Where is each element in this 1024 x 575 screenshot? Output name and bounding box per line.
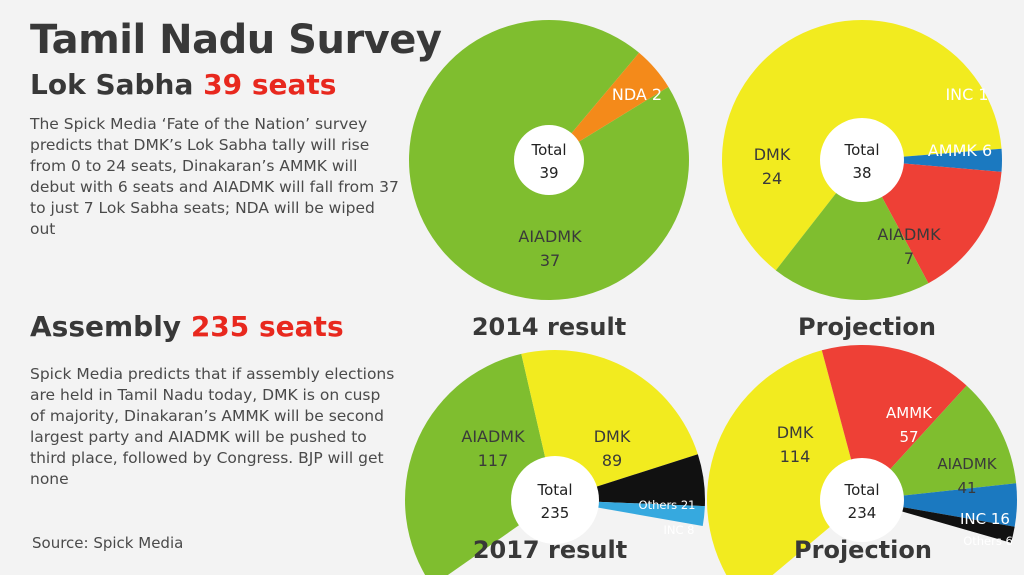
slice-inc (862, 483, 1018, 527)
slice-label: DMK (594, 427, 631, 446)
slice-value: 57 (899, 428, 918, 446)
chart-1: Total 39 AIADMK 37 NDA 2 2014 result (408, 19, 689, 341)
slice-aiadmk (862, 385, 1017, 500)
slice-value: 89 (602, 451, 622, 470)
lok-sabha-description: The Spick Media ‘Fate of the Nation’ sur… (30, 115, 399, 238)
slice-label: NDA 2 (612, 85, 662, 104)
slice-label: AIADMK (518, 227, 582, 246)
total-label: Total (843, 141, 879, 159)
slice-value: 114 (780, 447, 811, 466)
page-title: Tamil Nadu Survey (30, 17, 442, 63)
slice-label: AIADMK (937, 455, 997, 473)
lok-sabha-seats: 39 seats (203, 68, 337, 101)
chart-title: 2014 result (472, 313, 626, 341)
total-label: Total (536, 481, 572, 499)
source-note: Source: Spick Media (32, 534, 184, 552)
chart-title: Projection (798, 313, 936, 341)
slice-label: DMK (754, 145, 791, 164)
slice-label: AIADMK (877, 225, 941, 244)
chart-4: Total 234 DMK 114 AMMK 57 AIADMK 41 INC 16 Others… (707, 345, 1018, 575)
total-value: 234 (848, 504, 877, 522)
slice-value: 41 (957, 479, 976, 497)
slice-label: AIADMK (461, 427, 525, 446)
chart-2: Total 38 DMK 24 INC 1 AMMK 6 AIADMK 7 Projection (721, 19, 1002, 341)
slice-label: INC 8 (664, 523, 695, 537)
assembly-seats: 235 seats (190, 310, 344, 343)
total-value: 38 (852, 164, 871, 182)
donut-hole (514, 125, 584, 195)
chart-3: Total 235 AIADMK 117 DMK 89 Others 21 INC 8 2017… (405, 349, 705, 575)
slice-value: 24 (762, 169, 782, 188)
slice-label: INC 1 (945, 85, 988, 104)
lok-sabha-heading: Lok Sabha 39 seats (30, 68, 410, 102)
donut-hole (820, 458, 904, 542)
donut-hole (511, 456, 599, 544)
total-value: 235 (541, 504, 570, 522)
slice-value: 37 (540, 251, 560, 270)
slice-aiadmk (775, 160, 929, 301)
text-panel: Tamil Nadu Survey Lok Sabha 39 seats The… (30, 17, 442, 552)
slice-ammk (862, 160, 1002, 284)
slice-dmk (707, 350, 862, 575)
slice-value: 7 (904, 249, 914, 268)
slice-nda (549, 52, 669, 161)
assembly-heading: Assembly 235 seats (30, 310, 344, 344)
donut-hole (820, 118, 904, 202)
slice-label: Others 21 (639, 498, 696, 512)
chart-title: 2017 result (473, 536, 627, 564)
total-label: Total (843, 481, 879, 499)
slice-label: DMK (777, 423, 814, 442)
slice-label: AMMK (886, 404, 933, 422)
slice-value: 117 (478, 451, 509, 470)
lok-sabha-label: Lok Sabha (30, 68, 194, 101)
assembly-description: Spick Media predicts that if assembly el… (30, 365, 395, 488)
total-label: Total (530, 141, 566, 159)
slice-inc (862, 148, 1002, 172)
total-value: 39 (539, 164, 558, 182)
slice-label: Others 6 (963, 534, 1013, 548)
assembly-label: Assembly (30, 310, 182, 343)
slice-label: AMMK 6 (928, 141, 992, 160)
chart-title: Projection (794, 536, 932, 564)
slice-label: INC 16 (960, 510, 1010, 528)
